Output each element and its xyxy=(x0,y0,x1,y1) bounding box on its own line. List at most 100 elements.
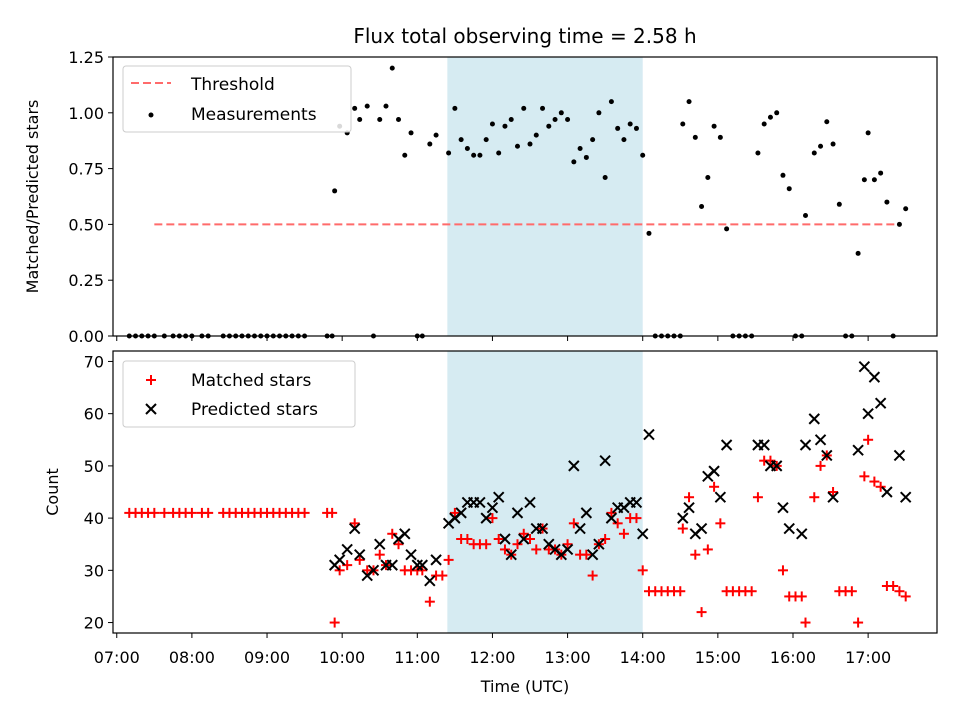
matched-star-point xyxy=(417,565,428,576)
predicted-star-point xyxy=(353,548,366,561)
legend-measurements-label: Measurements xyxy=(191,105,317,125)
matched-star-point xyxy=(752,492,763,503)
legend-predicted-swatch xyxy=(145,403,157,415)
matched-star-point xyxy=(462,534,473,544)
legend-box xyxy=(122,65,352,133)
predicted-star-point xyxy=(333,554,346,566)
legend-matched-label: Matched stars xyxy=(191,371,311,391)
legend-box xyxy=(122,360,356,428)
measurement-point xyxy=(811,150,817,156)
measurement-point xyxy=(508,116,514,122)
measurement-point xyxy=(502,123,508,129)
measurement-point xyxy=(396,116,402,122)
matched-star-point xyxy=(869,476,880,487)
legend-matched-swatch xyxy=(146,375,156,385)
bottom-panel: 20 30 40 50 60 70 07:00 08:00 09:00 10:00 11:00 12… xyxy=(43,350,938,696)
measurement-point xyxy=(496,150,502,156)
y-axis: 0.00 0.25 0.50 0.75 1.00 1.25 xyxy=(68,48,113,346)
matched-star-point xyxy=(437,570,448,581)
matched-star-point xyxy=(481,539,492,550)
matched-star-point xyxy=(631,513,642,524)
predicted-star-point xyxy=(643,428,655,441)
measurement-point xyxy=(332,188,338,194)
matched-star-point xyxy=(499,544,510,555)
measurement-point xyxy=(483,137,489,143)
y-tick-label: 0.00 xyxy=(68,327,104,346)
x-tick-label: 07:00 xyxy=(94,648,140,667)
matched-star-point xyxy=(828,487,839,497)
matched-star-point xyxy=(800,617,811,628)
measurement-point xyxy=(786,186,792,192)
y-tick-label: 70 xyxy=(84,352,104,371)
matched-star-point xyxy=(512,539,523,550)
matched-star-point xyxy=(612,518,623,529)
matched-star-point xyxy=(587,570,598,581)
measurement-point xyxy=(903,206,909,212)
predicted-star-point xyxy=(637,528,649,540)
measurement-point xyxy=(646,230,652,236)
predicted-star-point xyxy=(796,528,808,540)
predicted-star-point xyxy=(771,460,783,472)
measurement-point xyxy=(533,132,539,138)
measurement-point xyxy=(692,134,698,140)
x-tick-label: 13:00 xyxy=(545,648,591,667)
x-tick-label: 08:00 xyxy=(169,648,215,667)
predicted-star-point xyxy=(899,491,912,503)
predicted-star-point xyxy=(574,522,586,535)
matched-star-point xyxy=(746,586,757,597)
predicted-star-point xyxy=(599,454,611,467)
matched-star-point xyxy=(675,586,686,597)
measurement-point xyxy=(558,110,564,116)
measurement-point xyxy=(458,137,464,143)
measurement-point xyxy=(824,119,830,125)
y-tick-label: 0.25 xyxy=(68,271,104,290)
measurement-point xyxy=(521,105,527,111)
matched-star-point xyxy=(203,507,214,518)
x-axis: 07:00 08:00 09:00 10:00 11:00 12:00 13:00 14:00… xyxy=(94,633,891,667)
predicted-star-point xyxy=(881,486,893,498)
y-tick-label: 60 xyxy=(84,405,104,424)
x-tick-label: 11:00 xyxy=(394,648,440,667)
predicted-star-point xyxy=(777,501,789,514)
matched-star-point xyxy=(393,539,404,550)
measurement-point xyxy=(489,121,495,127)
highlight-span xyxy=(447,57,643,336)
predicted-star-point xyxy=(827,491,839,503)
y-tick-label: 20 xyxy=(84,614,104,633)
matched-star-point xyxy=(696,607,707,618)
matched-star-point xyxy=(443,554,454,565)
predicted-star-point xyxy=(524,496,536,509)
y-tick-label: 1.00 xyxy=(68,104,104,123)
matched-star-point xyxy=(149,507,160,518)
x-tick-label: 09:00 xyxy=(244,648,290,667)
bottom-series-marks xyxy=(124,360,912,628)
matched-star-point xyxy=(894,586,905,597)
predicted-star-point xyxy=(348,522,361,535)
matched-star-point xyxy=(159,507,170,518)
predicted-star-point xyxy=(374,538,386,550)
measurement-point xyxy=(577,146,583,152)
y-tick-label: 30 xyxy=(84,561,104,580)
matched-star-point xyxy=(715,518,726,529)
matched-star-point xyxy=(349,518,360,529)
predicted-star-point xyxy=(814,434,827,446)
measurement-point xyxy=(640,152,646,158)
measurement-point xyxy=(686,99,692,105)
measurement-point xyxy=(352,105,358,111)
measurement-point xyxy=(717,134,723,140)
y-axis: 20 30 40 50 60 70 xyxy=(84,352,113,633)
measurement-point xyxy=(357,116,363,122)
matched-star-point xyxy=(853,617,864,628)
matched-star-point xyxy=(299,507,310,518)
measurement-point xyxy=(583,154,589,160)
x-axis-label: Time (UTC) xyxy=(480,677,569,696)
predicted-star-point xyxy=(714,491,727,503)
measurement-point xyxy=(608,99,614,105)
predicted-star-point xyxy=(568,460,580,472)
measurement-point xyxy=(590,137,596,143)
predicted-star-point xyxy=(605,512,618,524)
legend: Matched stars Predicted stars xyxy=(122,360,356,428)
matched-star-point xyxy=(684,492,695,503)
matched-star-point xyxy=(600,534,611,544)
